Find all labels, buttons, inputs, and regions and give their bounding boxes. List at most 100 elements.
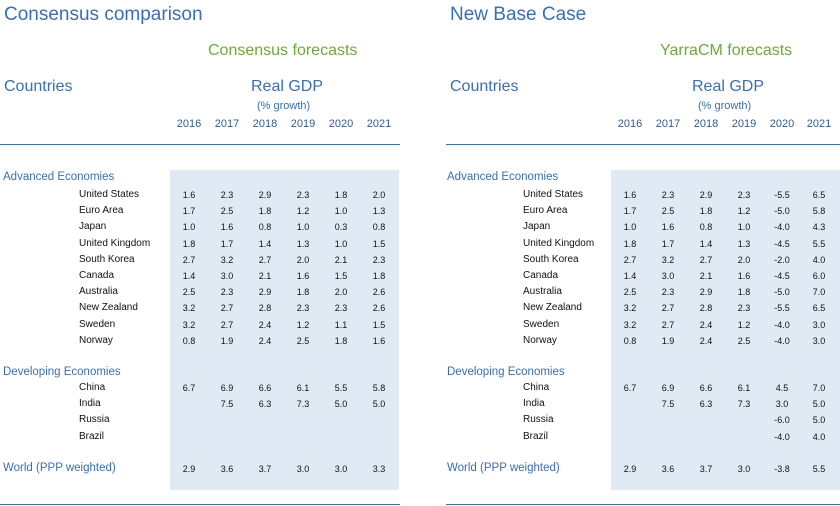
country-label: Sweden: [79, 319, 116, 330]
gdp-value: -5.5: [774, 303, 790, 313]
country-label: New Zealand: [523, 302, 582, 313]
gdp-value: 4.3: [812, 222, 826, 232]
gdp-value: 1.4: [699, 239, 713, 249]
gdp-value: 6.3: [699, 399, 713, 409]
gdp-value: 2.5: [737, 336, 751, 346]
gdp-value: 3.0: [775, 399, 789, 409]
gdp-value: 6.5: [812, 303, 826, 313]
year-header: 2017: [655, 118, 681, 130]
world-value: 5.5: [812, 464, 826, 474]
gdp-value: 1.2: [296, 206, 310, 216]
world-value: 3.6: [220, 464, 234, 474]
gdp-value: 2.9: [258, 190, 272, 200]
gdp-value: -5.5: [774, 190, 790, 200]
gdp-value: 2.3: [737, 190, 751, 200]
gdp-value: 6.6: [258, 383, 272, 393]
country-label: Canada: [79, 270, 115, 281]
country-label: Norway: [79, 335, 113, 346]
footer-rule: [0, 504, 400, 505]
year-header: 2016: [617, 118, 643, 130]
gdp-value: -6.0: [774, 415, 790, 425]
gdp-value: 3.0: [812, 320, 826, 330]
gdp-value: 7.5: [220, 399, 234, 409]
gdp-value: 1.8: [182, 239, 196, 249]
gdp-value: 5.0: [812, 415, 826, 425]
gdp-value: 2.3: [661, 190, 675, 200]
country-label: New Zealand: [79, 302, 138, 313]
gdp-value: 0.8: [699, 222, 713, 232]
gdp-value: 3.2: [182, 320, 196, 330]
gdp-value: 4.0: [812, 432, 826, 442]
gdp-value: 2.9: [699, 190, 713, 200]
gdp-value: 6.0: [812, 271, 826, 281]
gdp-value: 2.9: [258, 287, 272, 297]
gdp-value: 2.7: [661, 320, 675, 330]
gdp-value: 1.7: [623, 206, 637, 216]
gdp-value: 1.8: [623, 239, 637, 249]
gdp-value: -5.0: [774, 287, 790, 297]
gdp-value: 1.4: [258, 239, 272, 249]
world-value: 2.9: [623, 464, 637, 474]
gdp-value: 7.3: [296, 399, 310, 409]
country-label: Norway: [523, 335, 557, 346]
gdp-value: 2.5: [661, 206, 675, 216]
gdp-value: 2.7: [182, 255, 196, 265]
gdp-value: 7.0: [812, 383, 826, 393]
gdp-value: 5.5: [334, 383, 348, 393]
gdp-value: 2.9: [699, 287, 713, 297]
gdp-value: 2.3: [661, 287, 675, 297]
section-heading: Developing Economies: [447, 366, 565, 378]
header-rule: [0, 144, 400, 145]
gdp-value: 1.5: [372, 239, 386, 249]
gdp-value: 0.8: [258, 222, 272, 232]
gdp-value: 6.1: [737, 383, 751, 393]
data-shading: [170, 170, 399, 490]
world-value: 3.3: [372, 464, 386, 474]
gdp-value: 2.0: [296, 255, 310, 265]
gdp-value: 3.2: [623, 303, 637, 313]
world-value: 3.6: [661, 464, 675, 474]
gdp-value: 1.1: [334, 320, 348, 330]
gdp-value: 1.8: [334, 336, 348, 346]
gdp-value: 2.6: [372, 303, 386, 313]
gdp-value: 1.0: [334, 239, 348, 249]
gdp-value: 5.8: [812, 206, 826, 216]
consensus-panel: Consensus comparison Consensus forecasts…: [0, 0, 400, 506]
gdp-value: 1.7: [661, 239, 675, 249]
gdp-value: 7.0: [812, 287, 826, 297]
gdp-value: 2.7: [220, 303, 234, 313]
gdp-value: -4.0: [774, 432, 790, 442]
gdp-value: 3.2: [182, 303, 196, 313]
gdp-value: 0.3: [334, 222, 348, 232]
gdp-value: 5.8: [372, 383, 386, 393]
gdp-value: 6.6: [699, 383, 713, 393]
section-heading: Advanced Economies: [447, 171, 559, 183]
gdp-value: 2.7: [220, 320, 234, 330]
world-value: 2.9: [182, 464, 196, 474]
gdp-value: 1.5: [372, 320, 386, 330]
gdp-value: 2.1: [258, 271, 272, 281]
gdp-value: 2.4: [699, 320, 713, 330]
country-label: Sweden: [523, 319, 560, 330]
country-label: India: [523, 398, 545, 409]
gdp-value: 2.7: [661, 303, 675, 313]
metric-unit: (% growth): [698, 100, 752, 112]
header-rule: [446, 144, 840, 145]
countries-heading: Countries: [4, 78, 73, 95]
countries-heading: Countries: [450, 78, 519, 95]
gdp-value: 1.8: [296, 287, 310, 297]
world-label: World (PPP weighted): [447, 462, 560, 474]
gdp-value: 2.1: [334, 255, 348, 265]
gdp-value: 2.3: [220, 190, 234, 200]
gdp-value: 2.3: [334, 303, 348, 313]
gdp-value: 2.0: [334, 287, 348, 297]
gdp-value: 1.8: [258, 206, 272, 216]
country-label: Canada: [523, 270, 559, 281]
gdp-value: 3.0: [220, 271, 234, 281]
gdp-value: 2.3: [372, 255, 386, 265]
panel-title: New Base Case: [450, 4, 587, 25]
gdp-value: -4.0: [774, 320, 790, 330]
gdp-value: 1.3: [737, 239, 751, 249]
gdp-value: 2.3: [220, 287, 234, 297]
country-label: United Kingdom: [523, 238, 595, 249]
